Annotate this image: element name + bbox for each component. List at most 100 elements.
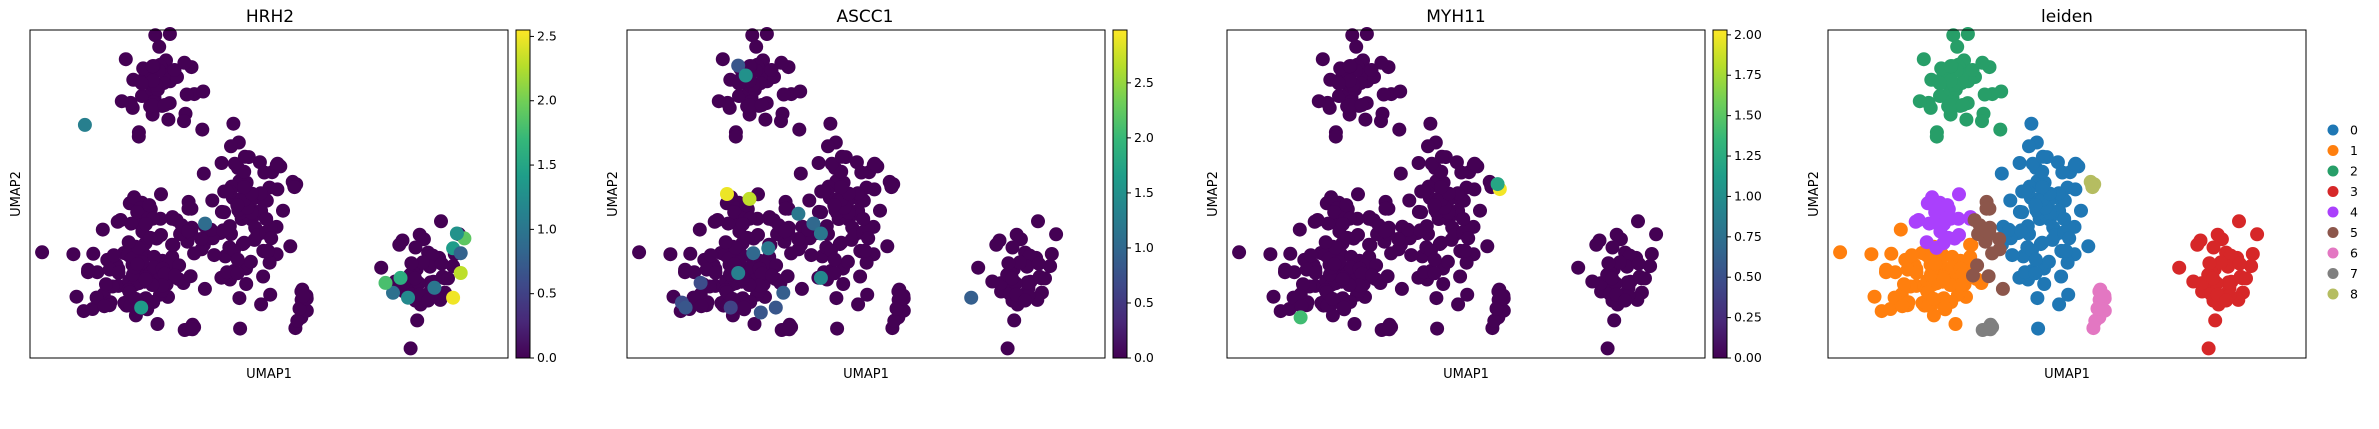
expression-point [378,275,393,290]
data-point [220,184,235,199]
data-point [214,204,229,219]
data-point [1022,248,1037,263]
data-point [1325,291,1340,306]
data-point [2062,231,2077,246]
legend-marker [2327,227,2339,238]
data-point [663,247,678,262]
data-point [827,252,842,267]
data-point [145,98,160,113]
colorbar-myh11: 0.00 0.25 0.50 0.75 1.00 1.25 1.50 1.75 2.00 [1712,27,1762,365]
data-point [179,87,194,102]
data-point [185,322,200,337]
data-point [749,39,764,54]
data-point [1879,262,1894,277]
data-point [1489,301,1504,316]
expression-point [1293,310,1308,325]
data-point [1434,149,1449,164]
data-point [782,322,797,337]
data-point [256,269,271,284]
data-point [1493,289,1508,304]
data-point [736,300,751,315]
data-point [1963,237,1978,252]
data-point [2035,149,2050,164]
data-point [1311,94,1326,109]
colorbar-tick-label: 1.25 [1734,148,1762,163]
data-point [261,243,275,258]
colorbar-tick-label: 2.5 [1134,75,1154,90]
colorbar-tick-label: 0.75 [1734,229,1762,244]
data-point [1342,73,1357,88]
data-point [287,180,302,195]
data-point [1347,317,1362,331]
legend-label: 7 [2350,266,2358,281]
colorbar-tick-label: 0.0 [1134,350,1154,365]
data-point [1975,55,1990,70]
data-point [834,180,849,195]
data-point [177,55,192,70]
data-point [1585,274,1600,289]
data-point [1436,277,1451,291]
data-point [1031,214,1045,229]
data-point [752,278,767,293]
data-point [142,198,157,213]
points-myh11 [1232,27,1664,356]
data-point [1328,129,1343,144]
data-point [1434,164,1449,179]
data-point [404,256,419,271]
data-point [2005,248,2020,263]
data-point [2074,203,2088,218]
data-point [1429,291,1444,306]
colorbar-tick-label: 2.5 [537,28,557,43]
data-point [270,156,285,171]
data-point [2245,247,2260,261]
expression-point [813,270,828,285]
data-point [1454,165,1469,180]
data-point [2035,164,2050,179]
data-point [415,255,430,270]
data-point [1044,247,1059,261]
data-point [1340,230,1355,245]
legend-label: 6 [2350,246,2358,261]
colorbar-tick-label: 0.50 [1734,269,1762,284]
data-point [2030,291,2045,306]
data-point [1925,190,1940,205]
data-point [1985,246,2000,261]
data-point [1589,237,1604,252]
data-point [1365,268,1379,283]
data-point [834,164,849,179]
data-point [708,265,723,280]
data-point [2031,321,2046,336]
data-point [1404,248,1419,263]
expression-point [753,305,768,320]
data-point [2068,156,2083,171]
data-point [1417,265,1431,280]
expression-point [198,216,213,231]
data-point [1940,198,1955,213]
data-point [181,201,196,216]
title-myh11: MYH11 [1426,7,1485,27]
data-point [829,291,844,306]
data-point [167,63,182,77]
colorbar-tick-label: 2.00 [1734,27,1762,42]
data-point [154,228,168,242]
data-point [168,268,182,283]
data-point [1303,248,1318,263]
data-point [1376,87,1391,102]
data-point [1893,222,1908,237]
data-point [860,287,875,302]
data-point [1321,216,1336,231]
data-point [1374,55,1389,70]
data-point [1928,205,1943,220]
data-point [834,235,849,250]
data-point [824,156,839,171]
data-point [2003,193,2018,208]
data-point [2055,165,2070,180]
points-leiden [1833,27,2265,356]
expression-point [386,285,400,300]
data-point [1402,193,1417,208]
data-point [434,214,448,229]
colorbar-tick-label: 1.0 [1134,240,1154,255]
data-point [131,129,146,144]
data-point [1922,216,1937,231]
data-point [216,223,231,238]
